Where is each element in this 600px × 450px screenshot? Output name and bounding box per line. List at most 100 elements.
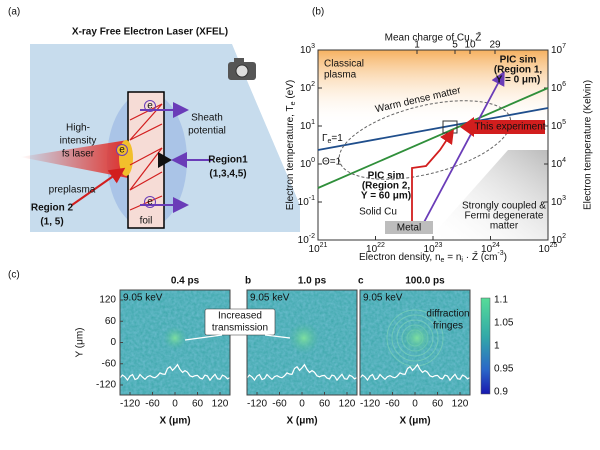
panel-label: (a) [8,7,20,18]
transmission-pointer [264,334,291,339]
transmission-pointer [184,334,223,341]
electron-path [129,195,163,211]
classical-label: Classical [324,59,364,70]
y-tick-label: 10-1 [298,195,315,207]
x-tick-label: 0 [172,399,178,410]
x-tick-label: 0 [412,399,418,410]
y2-tick-label-part: 2 [562,233,566,240]
laser-label: intensity [60,136,97,147]
strong-label: Strongly coupled & [462,201,546,212]
y-tick-label: -120 [96,380,116,391]
x-tick-label: -120 [247,399,267,410]
diffraction-ring [386,309,444,367]
beam-wedge [246,60,300,205]
x-tick-label: -60 [272,399,287,410]
top-tick-label: 1 [414,40,420,51]
x-tick-label: -120 [120,399,140,410]
colorbar-label: 0.95 [494,364,514,375]
electron-marker [144,100,156,112]
y-tick-label: 120 [99,295,116,306]
metal-box [385,221,433,234]
y-tick-label: 10-2 [298,233,315,245]
energy-label: 9.05 keV [250,293,290,304]
y-tick-label-part: 1 [311,119,315,126]
classical-label: plasma [324,70,357,81]
y-tick-label-part: -1 [309,195,315,202]
y-axis-label: Electron temperature, Te (eV) [285,80,298,210]
metal-label: Metal [397,223,421,234]
x-tick-label: 1025 [539,242,558,254]
electron-label: e [147,197,153,208]
diffraction-ring [391,314,439,362]
panel-label: (c) [8,270,20,281]
x-tick-label: 1023 [424,242,443,254]
y-tick-label-part: 3 [311,43,315,50]
subpanel-letter: b [245,276,251,287]
pic1-label: PIC sim [500,55,537,66]
top-tick-label: 10 [464,40,476,51]
electron-label: e [119,145,125,156]
gamma-label-part: =1 [331,133,343,144]
foil-label: foil [140,216,153,227]
y2-tick-label: 104 [551,157,566,169]
y-tick-label: -60 [102,358,117,369]
y2-tick-label-part: 6 [562,81,566,88]
transmission-spot [288,322,320,354]
x-tick-label-part: 10 [366,244,378,255]
electron-marker [116,144,128,156]
y2-tick-label-part: 10 [551,121,563,132]
y-tick-label: 100 [300,157,315,169]
time-label: 1.0 ps [298,276,327,287]
y2-tick-label-part: 7 [562,43,566,50]
panel-title: X-ray Free Electron Laser (XFEL) [72,27,228,38]
laser-cone [20,140,128,178]
pic2-label: Y = 60 μm) [361,191,411,202]
electron-path [129,103,163,121]
y-tick-label-part: 10 [298,197,310,208]
x-tick-label-part: 21 [320,242,328,249]
region1-marker [158,152,172,168]
x-tick-label: 1024 [481,242,500,254]
experiment-label: This experiment [474,122,545,133]
y-axis-label: Y (μm) [75,327,86,357]
x-axis-label-part: = n [444,252,461,263]
x-tick-label-part: 10 [424,244,436,255]
camera-top [234,58,244,63]
x-tick-label: 60 [319,399,331,410]
fringes-label: diffraction [426,309,469,320]
x-tick-label: 60 [192,399,204,410]
y-tick-label: 101 [300,119,315,131]
x-tick-label: -60 [145,399,160,410]
y2-axis-label: Electron temperature (Kelvin) [583,80,594,210]
colorbar-label: 0.9 [494,387,508,398]
x-tick-label-part: 24 [492,242,500,249]
electron-path [129,171,163,191]
pic1-path [421,70,505,227]
strong-label: Fermi degenerate [465,211,544,222]
transmission-box [204,308,276,336]
electron-marker [144,196,156,208]
x-tick-label-part: 23 [435,242,443,249]
x-tick-label-part: 10 [481,244,493,255]
energy-label: 9.05 keV [123,293,163,304]
strong-label: matter [490,221,519,232]
pic2-label: (Region 2, [362,181,411,192]
y-tick-label: 103 [300,43,315,55]
x-tick-label: 120 [212,399,229,410]
y2-tick-label-part: 10 [551,83,563,94]
y-axis-label-part: Electron temperature, T [285,105,296,210]
y-tick-label-part: 2 [311,81,315,88]
x-tick-label: 0 [299,399,305,410]
region1-label: Region1 [208,155,248,166]
region2-pointer [71,167,126,206]
y2-tick-label: 102 [551,233,566,245]
lineout [246,363,358,382]
colorbar [480,297,491,395]
x-axis-label: X (μm) [159,416,190,427]
electron-path [129,123,163,141]
y2-tick-label-part: 10 [551,235,563,246]
x-tick-label: 120 [339,399,356,410]
y-tick-label-part: -2 [309,233,315,240]
y2-tick-label-part: 10 [551,197,563,208]
